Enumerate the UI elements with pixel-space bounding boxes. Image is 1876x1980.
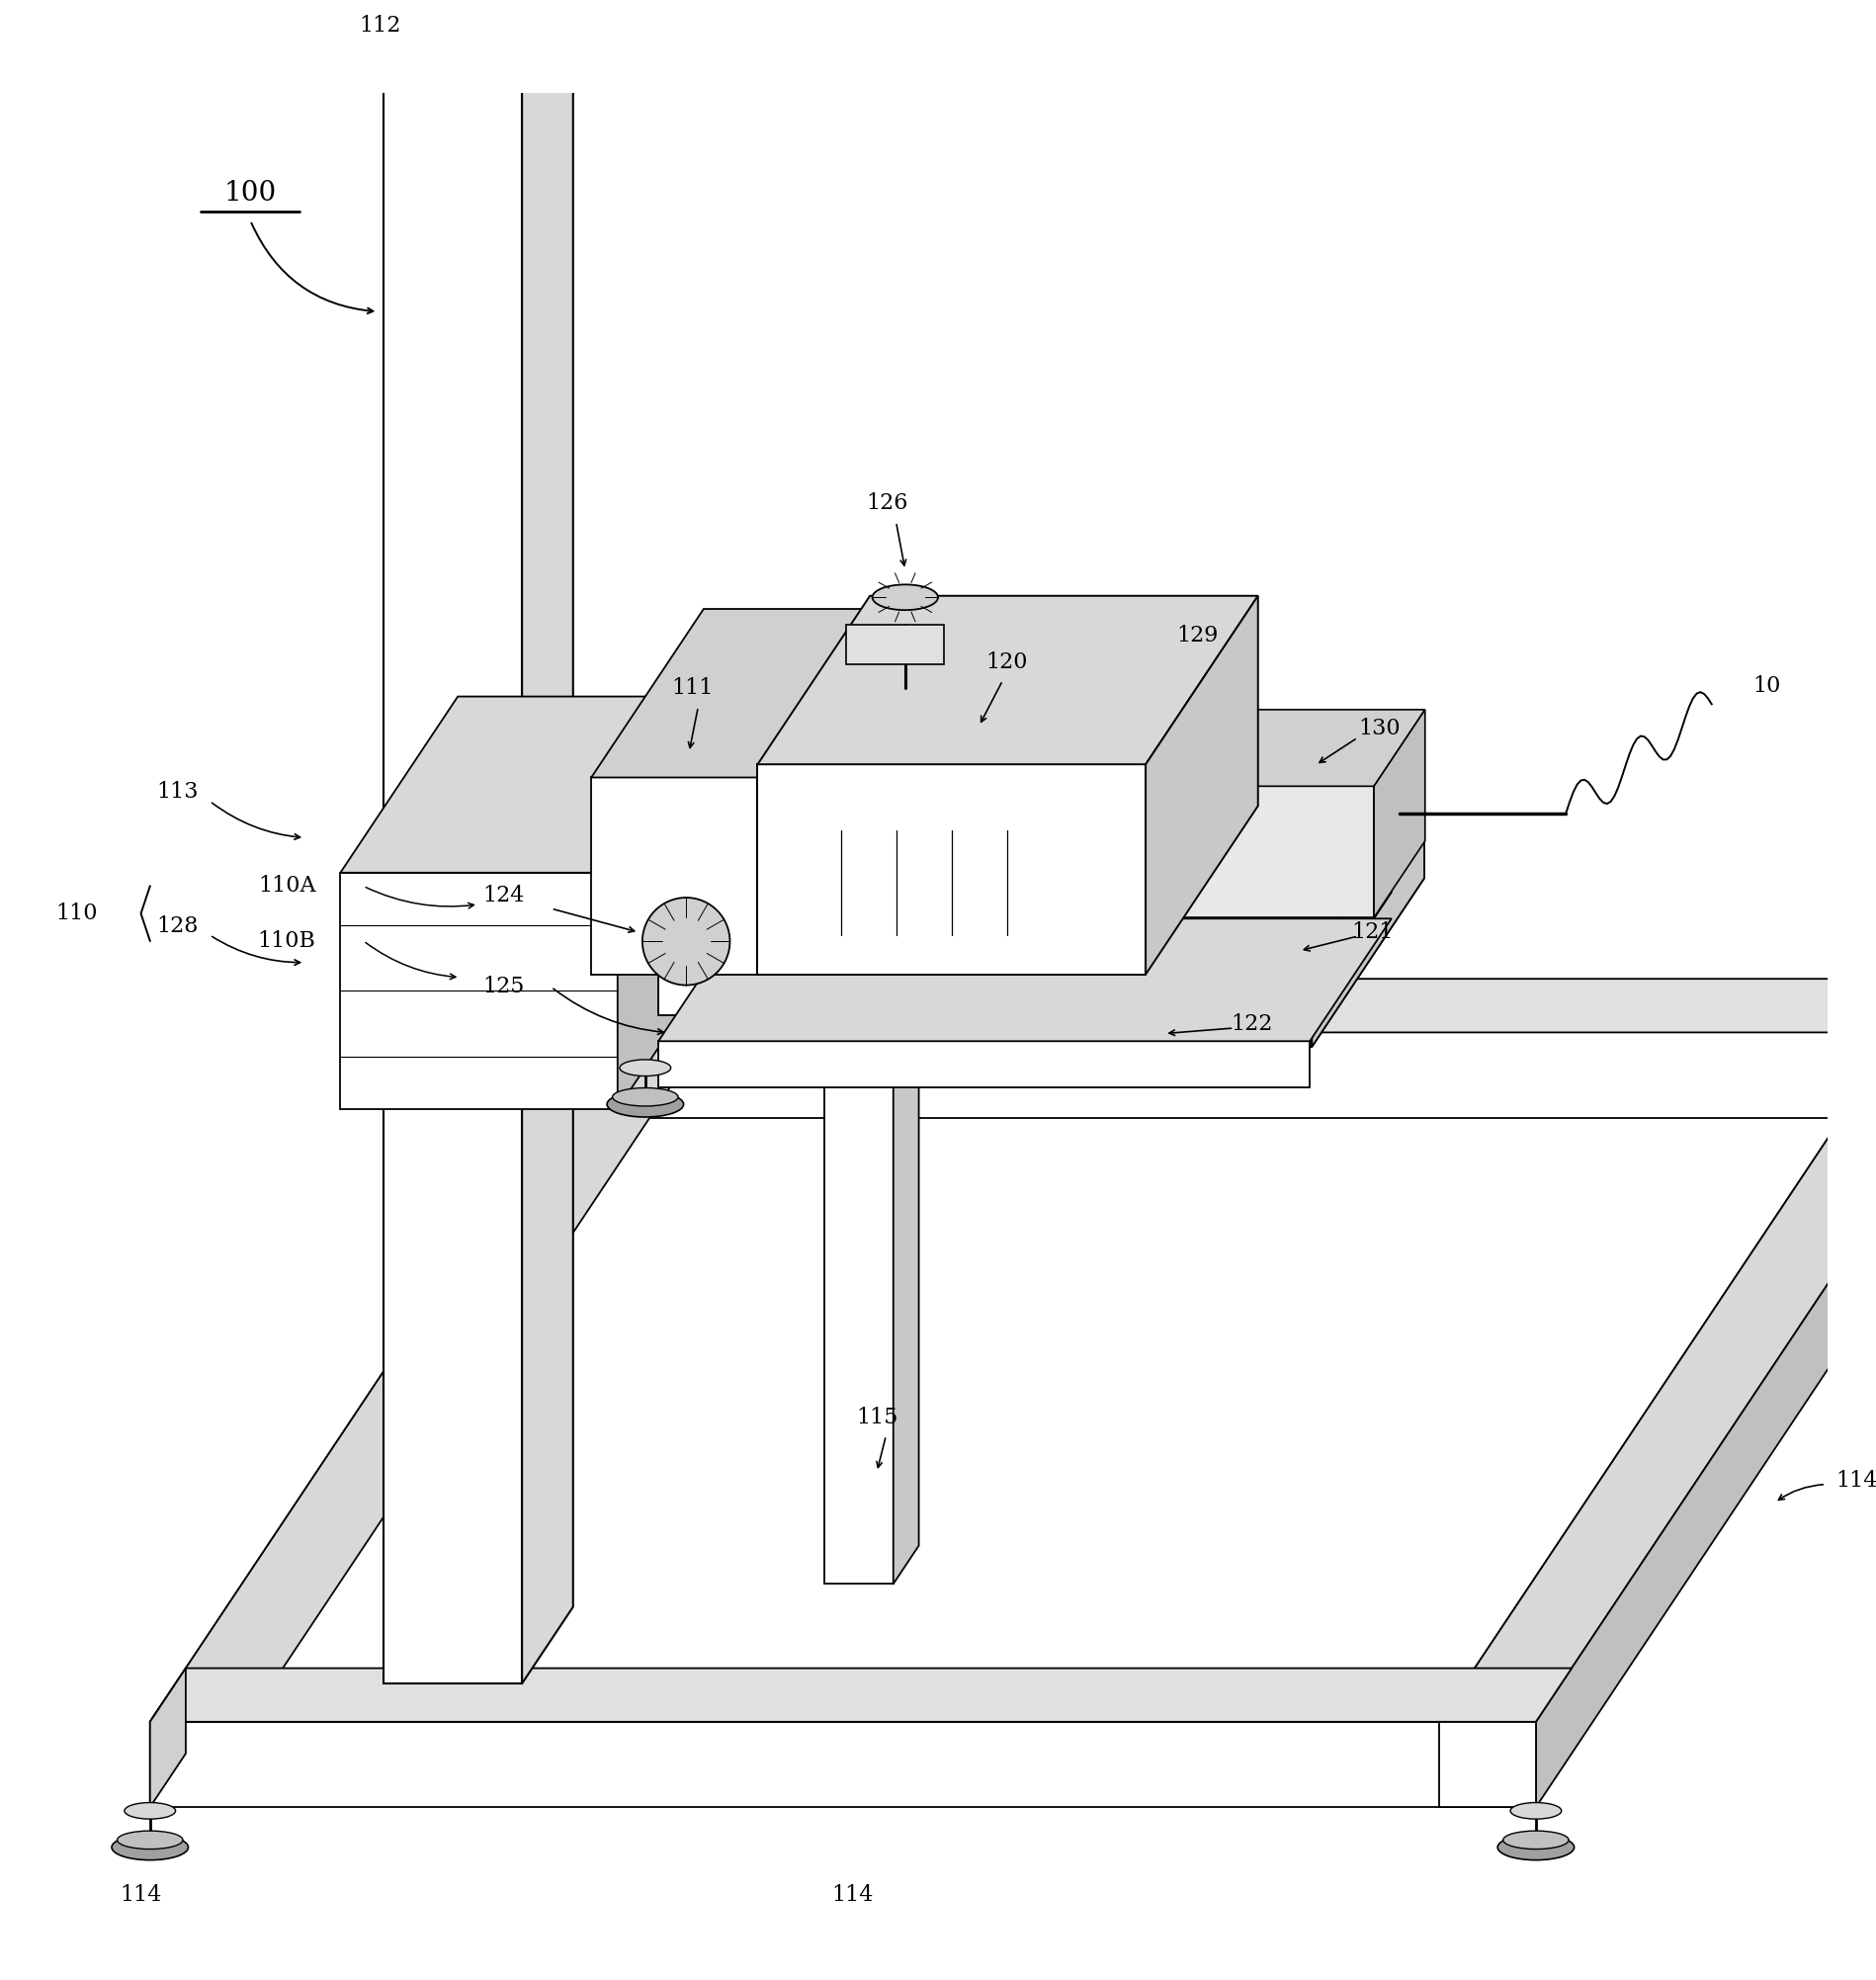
Polygon shape bbox=[383, 0, 522, 1683]
Polygon shape bbox=[1439, 978, 1876, 1808]
Polygon shape bbox=[893, 909, 919, 1584]
Polygon shape bbox=[658, 919, 1392, 1041]
Ellipse shape bbox=[124, 1802, 176, 1820]
Circle shape bbox=[642, 897, 730, 986]
Polygon shape bbox=[150, 1669, 1572, 1723]
Polygon shape bbox=[522, 806, 1424, 974]
Polygon shape bbox=[1439, 1723, 1536, 1808]
Text: 110A: 110A bbox=[257, 875, 315, 897]
Polygon shape bbox=[824, 909, 919, 946]
Text: 10: 10 bbox=[1752, 675, 1780, 697]
Text: 121: 121 bbox=[1351, 921, 1394, 942]
Polygon shape bbox=[824, 946, 893, 1584]
Polygon shape bbox=[1309, 840, 1392, 1016]
Polygon shape bbox=[1167, 709, 1426, 786]
Polygon shape bbox=[758, 596, 1259, 764]
Polygon shape bbox=[1146, 596, 1259, 974]
Ellipse shape bbox=[1503, 1832, 1568, 1849]
Polygon shape bbox=[758, 610, 870, 974]
Polygon shape bbox=[1373, 709, 1426, 917]
Ellipse shape bbox=[872, 584, 938, 610]
Polygon shape bbox=[658, 840, 1392, 962]
Polygon shape bbox=[591, 610, 870, 778]
Polygon shape bbox=[150, 1669, 186, 1808]
Text: 114: 114 bbox=[1837, 1469, 1876, 1491]
Text: 128: 128 bbox=[156, 915, 199, 937]
Text: 129: 129 bbox=[1176, 626, 1218, 645]
Polygon shape bbox=[617, 697, 735, 1109]
Text: 124: 124 bbox=[482, 885, 525, 907]
Polygon shape bbox=[1439, 1723, 1536, 1808]
Polygon shape bbox=[1311, 806, 1424, 1047]
Polygon shape bbox=[1439, 978, 1876, 1723]
Polygon shape bbox=[340, 873, 617, 1109]
Text: 111: 111 bbox=[672, 677, 713, 699]
Polygon shape bbox=[658, 962, 1309, 1016]
Ellipse shape bbox=[1497, 1835, 1574, 1859]
Text: 126: 126 bbox=[867, 493, 908, 515]
Polygon shape bbox=[610, 978, 645, 1119]
Ellipse shape bbox=[619, 1059, 672, 1075]
Polygon shape bbox=[846, 626, 944, 665]
Ellipse shape bbox=[116, 1832, 182, 1849]
Text: 122: 122 bbox=[1231, 1014, 1274, 1036]
Text: 114: 114 bbox=[831, 1883, 872, 1905]
Text: 110B: 110B bbox=[257, 931, 315, 952]
Polygon shape bbox=[591, 778, 758, 974]
Polygon shape bbox=[610, 1032, 1876, 1119]
Polygon shape bbox=[340, 697, 735, 873]
Polygon shape bbox=[1536, 978, 1876, 1808]
Text: 114: 114 bbox=[120, 1883, 161, 1905]
Polygon shape bbox=[150, 1032, 610, 1808]
Polygon shape bbox=[522, 974, 1311, 1047]
Text: 130: 130 bbox=[1358, 717, 1401, 739]
Ellipse shape bbox=[113, 1835, 188, 1859]
Polygon shape bbox=[150, 1723, 1536, 1808]
Text: 113: 113 bbox=[156, 782, 199, 804]
Polygon shape bbox=[150, 1032, 707, 1723]
Ellipse shape bbox=[612, 1087, 677, 1107]
Text: 110: 110 bbox=[56, 903, 98, 925]
Ellipse shape bbox=[1510, 1802, 1561, 1820]
Polygon shape bbox=[610, 978, 1876, 1032]
Text: 115: 115 bbox=[855, 1406, 899, 1428]
Text: 120: 120 bbox=[985, 651, 1028, 673]
Ellipse shape bbox=[608, 1091, 683, 1117]
Text: 100: 100 bbox=[223, 180, 276, 206]
Polygon shape bbox=[658, 1041, 1309, 1087]
Text: 112: 112 bbox=[358, 14, 401, 36]
Polygon shape bbox=[522, 879, 1424, 1047]
Text: 125: 125 bbox=[482, 976, 525, 998]
Polygon shape bbox=[1167, 786, 1373, 917]
Polygon shape bbox=[522, 0, 572, 1683]
Polygon shape bbox=[758, 764, 1146, 974]
